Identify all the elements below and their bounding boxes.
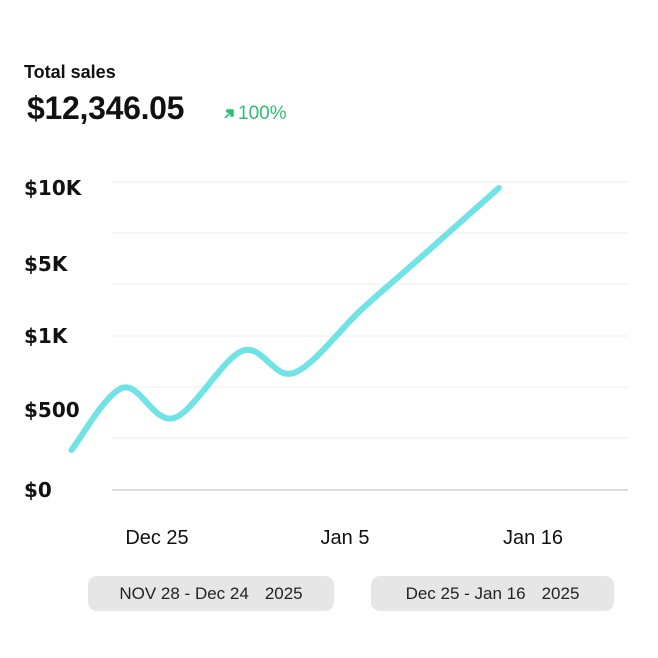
x-axis-ticks: Dec 25 Jan 5 Jan 16 — [125, 527, 563, 549]
grid-lines — [112, 181, 628, 491]
y-tick-label: $1K — [24, 324, 69, 348]
range-button-current[interactable]: Dec 25 - Jan 16 2025 — [371, 576, 614, 611]
sales-series-line — [68, 185, 502, 453]
total-sales-value: $12,346.05 — [27, 90, 185, 126]
y-tick-label: $0 — [24, 478, 52, 502]
range-label: NOV 28 - Dec 24 — [119, 583, 249, 603]
arrow-up-right-icon — [224, 109, 234, 119]
y-tick-label: $500 — [24, 398, 80, 422]
range-year: 2025 — [264, 583, 303, 603]
change-percent: 100% — [238, 103, 287, 124]
x-tick-label: Jan 5 — [321, 527, 370, 549]
chart-title: Total sales — [24, 62, 116, 82]
range-button-previous[interactable]: NOV 28 - Dec 24 2025 — [88, 576, 334, 611]
y-axis-ticks: $0 $500 $1K $5K $10K — [24, 176, 83, 502]
range-label: Dec 25 - Jan 16 — [405, 583, 526, 603]
x-tick-label: Jan 16 — [503, 527, 563, 549]
y-tick-label: $5K — [24, 252, 69, 276]
range-year: 2025 — [541, 583, 580, 603]
change-indicator: 100% — [223, 103, 287, 125]
y-tick-label: $10K — [24, 176, 83, 200]
x-tick-label: Dec 25 — [125, 527, 188, 549]
